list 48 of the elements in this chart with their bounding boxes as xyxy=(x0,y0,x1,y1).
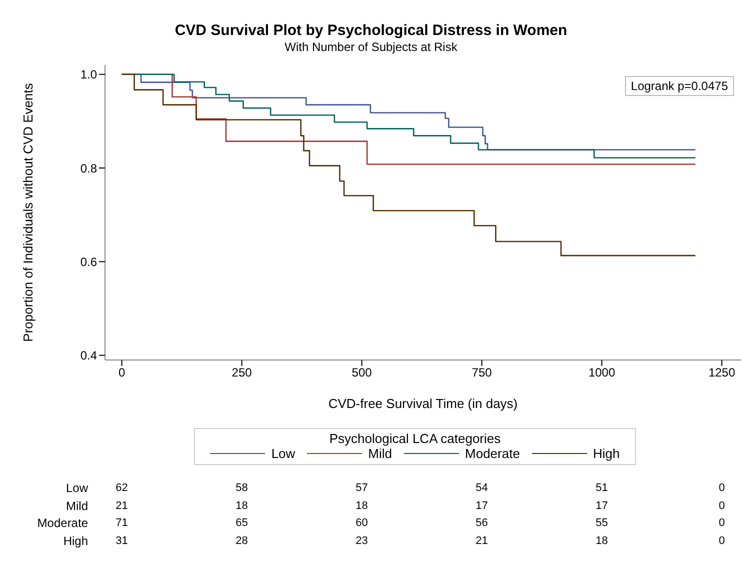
text: 57 xyxy=(354,482,369,494)
text: 0 xyxy=(718,517,726,529)
x-tick-label: 1000 xyxy=(588,366,616,380)
x-axis-title: CVD-free Survival Time (in days) xyxy=(328,396,518,411)
legend-label: Moderate xyxy=(464,446,520,461)
text: Mild xyxy=(66,498,88,512)
text: 55 xyxy=(594,517,609,529)
text: High xyxy=(63,534,88,548)
x-tick-label: 1250 xyxy=(708,366,736,380)
text: 17 xyxy=(594,500,609,512)
text: 18 xyxy=(594,534,609,546)
text: 62 xyxy=(114,482,129,494)
x-tick-label: 750 xyxy=(472,366,492,380)
y-tick-label: 0.6 xyxy=(80,254,98,269)
chart-subtitle: With Number of Subjects at Risk xyxy=(284,40,458,54)
text: 31 xyxy=(114,534,129,546)
y-tick-label: 1.0 xyxy=(80,68,98,82)
text: 56 xyxy=(474,517,489,529)
text: 21 xyxy=(474,534,489,546)
text: 18 xyxy=(354,500,369,512)
text: 51 xyxy=(594,482,609,494)
text: 71 xyxy=(114,517,129,529)
legend-label: High xyxy=(592,446,620,461)
y-tick-label: 0.8 xyxy=(80,161,98,176)
text: 0 xyxy=(718,482,726,494)
x-tick-label: 500 xyxy=(352,366,372,380)
text: Low xyxy=(66,481,88,495)
legend-title: Psychological LCA categories xyxy=(328,431,502,446)
text: 18 xyxy=(234,500,249,512)
text: Moderate xyxy=(37,516,88,530)
text: 60 xyxy=(354,517,369,529)
chart-title: CVD Survival Plot by Psychological Distress in Women xyxy=(174,22,568,39)
legend-label: Mild xyxy=(367,446,392,461)
x-tick-label: 250 xyxy=(232,366,252,380)
annotation: Logrank p=0.0475 xyxy=(624,76,734,96)
y-tick-label: 0.4 xyxy=(80,348,98,363)
legend-label: Low xyxy=(270,446,296,461)
text: 58 xyxy=(234,482,249,494)
text: 23 xyxy=(354,534,369,546)
text: 17 xyxy=(474,500,489,512)
text: 65 xyxy=(234,517,249,529)
text: 0 xyxy=(718,500,726,512)
text: 21 xyxy=(114,500,129,512)
y-axis-title: Proportion of Individuals without CVD Events xyxy=(20,82,36,342)
text: 28 xyxy=(234,534,249,546)
x-tick-label: 0 xyxy=(118,366,126,380)
text: 54 xyxy=(474,482,489,494)
text: 0 xyxy=(718,534,726,546)
